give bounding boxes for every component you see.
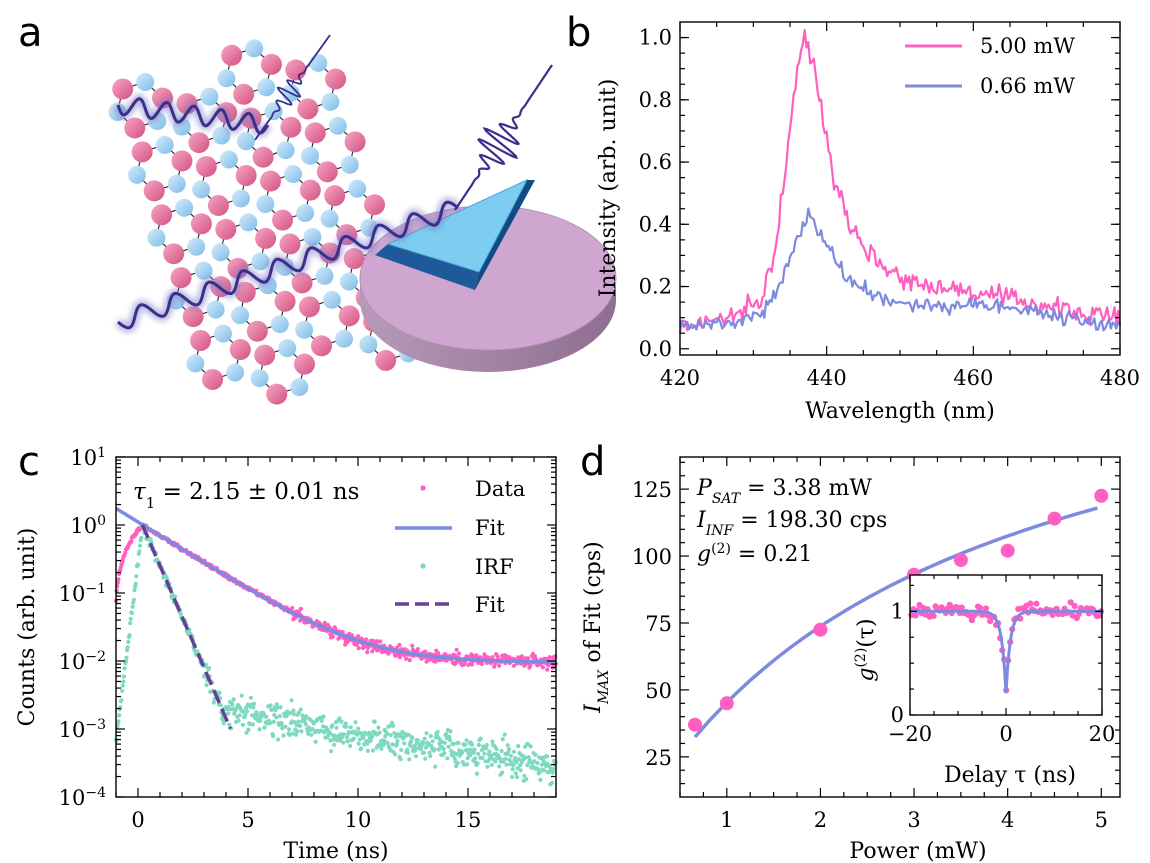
saturation-x-tick-3: 3	[907, 808, 920, 832]
spectrum-y-tick-5: 1.0	[639, 26, 672, 50]
saturation-point	[1000, 543, 1015, 558]
legend-label-irf: IRF	[475, 555, 514, 579]
spectrum-line-5mw	[678, 29, 1122, 334]
saturation-annotations: PSAT = 3.38 mW IINF = 198.30 cps g(2) = …	[696, 476, 887, 567]
spectrum-x-axis-label: Wavelength (nm)	[805, 399, 995, 424]
spectrum-legend: 5.00 mW 0.66 mW	[905, 34, 1075, 98]
saturation-point	[1047, 511, 1062, 526]
g2-fit-line	[910, 609, 1102, 694]
annotation-iinf: IINF = 198.30 cps	[696, 508, 887, 539]
spectrum-line-066mw	[678, 207, 1121, 332]
saturation-point	[688, 717, 702, 732]
legend-label-066mw: 0.66 mW	[980, 74, 1075, 98]
saturation-x-tick-1: 1	[720, 808, 733, 832]
legend-marker-data	[420, 485, 426, 491]
lifetime-x-axis-label: Time (ns)	[283, 839, 388, 863]
spectrum-y-tick-3: 0.6	[639, 150, 672, 174]
saturation-y-axis-label: IMAX of Fit (cps)	[581, 541, 612, 714]
legend-label-irf-fit: Fit	[475, 593, 505, 617]
excitation-wave-upper	[113, 94, 272, 138]
legend-label-5mw: 5.00 mW	[980, 34, 1075, 58]
saturation-point	[1094, 488, 1109, 503]
legend-label-fit: Fit	[475, 516, 505, 540]
saturation-plot-frame	[679, 456, 1121, 798]
panel-label-c: c	[18, 439, 40, 485]
schematic-illustration	[108, 34, 617, 405]
saturation-x-axis-label: Power (mW)	[849, 839, 986, 863]
spectrum-x-tick-480: 480	[1100, 366, 1140, 390]
legend-label-data: Data	[475, 477, 525, 501]
lifetime-y-tick-3: 10−1	[59, 581, 106, 606]
hbn-flake-triangle	[375, 178, 535, 290]
panel-label-d: d	[580, 439, 605, 485]
inset-x-tick-1: 0	[999, 722, 1012, 746]
saturation-x-tick-4: 4	[1001, 808, 1014, 832]
annotation-g2: g(2) = 0.21	[697, 541, 812, 567]
spectrum-chart: 420 440 460 480 0.0 0.2 0.4 0.6 0.8 1.0 Wavelengt…	[596, 21, 1140, 424]
saturation-y-tick-50: 50	[645, 679, 672, 703]
saturation-point	[953, 553, 968, 568]
lifetime-x-tick-10: 10	[345, 808, 372, 832]
lifetime-y-tick-0: 10−4	[59, 785, 106, 810]
excitation-wave-lower	[114, 197, 462, 333]
spectrum-y-axis-label: Intensity (arb. unit)	[596, 79, 621, 298]
legend-marker-irf	[420, 563, 426, 569]
lifetime-y-axis-label: Counts (arb. unit)	[15, 528, 40, 727]
inset-y-axis-label: g(2)(τ)	[853, 618, 879, 681]
lifetime-legend: Data Fit IRF Fit	[395, 477, 525, 617]
lifetime-y-tick-4: 100	[70, 513, 106, 538]
saturation-y-tick-100: 100	[632, 545, 672, 569]
saturation-fit-line	[693, 506, 1098, 739]
saturation-point	[813, 622, 828, 637]
saturation-y-tick-25: 25	[645, 746, 672, 770]
inset-background	[910, 575, 1102, 715]
hbn-lattice	[108, 39, 424, 405]
spectrum-x-tick-440: 440	[807, 366, 847, 390]
spectrum-y-tick-1: 0.2	[639, 275, 672, 299]
spectrum-y-tick-0: 0.0	[639, 337, 672, 361]
lifetime-x-tick-5: 5	[241, 808, 254, 832]
inset-x-axis-label: Delay τ (ns)	[944, 763, 1076, 788]
saturation-y-tick-75: 75	[645, 612, 672, 636]
data-fit-line	[115, 506, 556, 664]
panel-label-a: a	[18, 10, 43, 56]
saturation-x-tick-2: 2	[814, 808, 827, 832]
lifetime-x-tick-0: 0	[131, 808, 144, 832]
lifetime-chart: 0 5 10 15 10−4 10−3 10−2 10−1 100 101 Time (ns) C…	[15, 445, 558, 863]
saturation-x-tick-5: 5	[1095, 808, 1108, 832]
lifetime-y-tick-5: 101	[70, 445, 106, 470]
lifetime-x-tick-15: 15	[455, 808, 482, 832]
spectrum-y-tick-2: 0.4	[639, 212, 672, 236]
panel-label-b: b	[566, 10, 591, 56]
emitted-photon-packet	[454, 64, 553, 211]
inset-y-tick-0: 0	[891, 703, 904, 727]
saturation-y-tick-125: 125	[632, 478, 672, 502]
inset-x-tick-0: −20	[888, 722, 932, 746]
spectrum-x-tick-460: 460	[953, 366, 993, 390]
lifetime-y-tick-2: 10−2	[59, 649, 106, 674]
inset-x-tick-2: 20	[1089, 722, 1116, 746]
lifetime-annotation: τ1 = 2.15 ± 0.01 ns	[133, 479, 359, 512]
spectrum-y-tick-4: 0.8	[639, 88, 672, 112]
annotation-psat: PSAT = 3.38 mW	[696, 476, 872, 507]
lattice-photon-packet	[254, 34, 331, 141]
spectrum-x-tick-420: 420	[660, 366, 700, 390]
lifetime-y-tick-1: 10−3	[59, 717, 106, 742]
saturation-point	[719, 696, 734, 711]
inset-y-tick-1: 1	[891, 599, 904, 623]
irf-fit-line	[140, 524, 233, 730]
